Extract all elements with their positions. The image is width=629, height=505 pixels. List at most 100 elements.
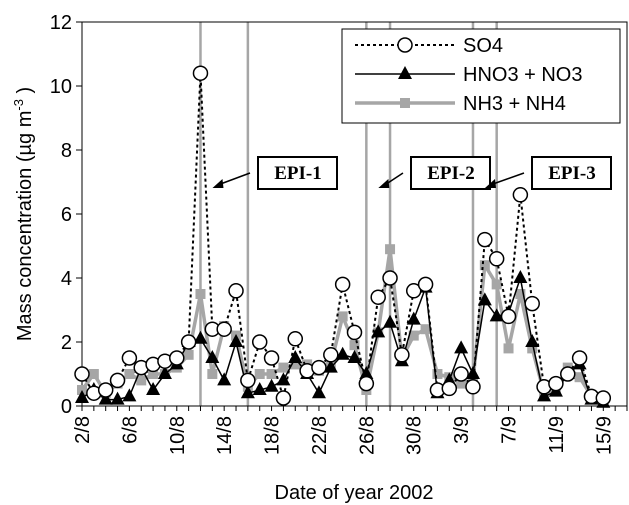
nh3-marker [349, 340, 360, 351]
so4-marker [169, 350, 185, 366]
x-tick-label: 18/8 [262, 416, 284, 455]
legend-item: NH3 + NH4 [355, 93, 566, 115]
annotation-arrowhead [378, 179, 390, 188]
nh3-marker [278, 362, 289, 373]
legend-box [341, 28, 621, 124]
so4-marker [192, 65, 209, 81]
nh3-marker [574, 372, 585, 383]
annotation-label: EPI-1 [274, 163, 322, 184]
legend-label: NH3 + NH4 [463, 93, 566, 115]
nh3-marker [503, 343, 514, 354]
nh3-marker [337, 311, 348, 322]
x-tick-label: 10/8 [167, 416, 189, 455]
y-tick-label: 0 [61, 396, 72, 418]
nh3-marker [290, 359, 301, 370]
so4-marker [512, 187, 529, 203]
legend-label: HNO3 + NO3 [463, 64, 582, 86]
x-tick-label: 2/8 [72, 416, 94, 444]
y-tick-label: 10 [50, 76, 72, 98]
annotation-box [410, 156, 491, 190]
nh3-marker [195, 289, 206, 299]
legend-label: SO4 [463, 35, 503, 57]
annotation-arrowhead [212, 179, 224, 188]
hno3-marker [359, 366, 374, 379]
hno3-marker [398, 66, 412, 79]
so4-marker [405, 283, 422, 299]
hno3-marker [193, 330, 208, 344]
hno3-marker [371, 324, 386, 338]
x-tick-label: 11/9 [546, 416, 568, 453]
so4-marker [275, 390, 292, 406]
hno3-marker [217, 372, 232, 386]
nh3-marker [432, 369, 443, 379]
hno3-marker [465, 366, 480, 379]
x-axis-title: Date of year 2002 [275, 482, 434, 504]
so4-marker [488, 251, 505, 267]
annotation-epi-1: EPI-1 [212, 156, 338, 190]
x-axis: 2/8 6/8 10/8 14/8 18/8 22/8 26/8 30/8 3/9 7/9 11/9… [72, 406, 628, 455]
y-tick-label: 2 [61, 332, 72, 354]
series-dotted-circle [74, 65, 612, 406]
nh3-marker [88, 369, 99, 379]
so4-marker [382, 270, 398, 286]
so4-marker [97, 382, 114, 398]
annotation-arrow [220, 172, 251, 185]
hno3-marker [311, 385, 326, 399]
so4-marker [500, 308, 517, 325]
y-tick-label: 12 [50, 12, 72, 34]
nh3-marker [136, 375, 147, 386]
x-tick-label: 26/8 [356, 416, 378, 455]
so4-marker [571, 350, 588, 366]
so4-marker [441, 380, 458, 397]
hno3-marker [98, 391, 113, 405]
hno3-marker [240, 385, 255, 399]
hno3-marker [454, 340, 469, 354]
so4-marker [560, 366, 576, 382]
so4-marker [524, 295, 540, 312]
nh3-marker [254, 369, 265, 379]
nh3-marker [491, 279, 502, 290]
annotation-epi-2: EPI-2 [378, 156, 491, 190]
so4-marker [287, 331, 304, 347]
series-layer [74, 65, 612, 408]
hno3-marker [323, 359, 338, 373]
x-tick-label: 6/8 [119, 416, 141, 444]
nh3-marker [479, 260, 490, 271]
so4-marker [358, 375, 375, 392]
y-tick-label: 4 [61, 268, 72, 290]
nh3-marker [385, 244, 396, 255]
nh3-marker [124, 369, 135, 379]
nh3-marker [148, 369, 159, 379]
hno3-marker [477, 292, 492, 306]
so4-marker [465, 379, 481, 395]
y-axis: 0 2 4 6 8 10 12 [50, 12, 82, 418]
nh3-marker [207, 369, 218, 379]
annotation-label: EPI-2 [427, 163, 475, 184]
hno3-marker [264, 378, 279, 392]
hno3-marker [489, 308, 504, 322]
so4-marker [240, 372, 256, 389]
nh3-marker [527, 343, 538, 354]
nh3-marker [408, 330, 419, 341]
hno3-marker [276, 372, 291, 386]
so4-marker [548, 375, 564, 392]
hno3-marker [347, 350, 362, 363]
so4-marker [397, 37, 413, 53]
hno3-marker [383, 314, 398, 328]
so4-marker [74, 366, 90, 382]
x-tick-label: 30/8 [404, 416, 426, 455]
so4-marker [477, 231, 493, 248]
hno3-marker [110, 391, 125, 405]
nh3-marker [400, 98, 410, 108]
y-axis-title: Mass concentration (µg m-3 ) [11, 87, 36, 341]
so4-marker [595, 390, 612, 406]
so4-marker [228, 283, 244, 299]
so4-marker [180, 334, 197, 350]
hno3-marker [513, 270, 528, 283]
so4-marker [370, 289, 386, 305]
so4-marker [121, 350, 138, 366]
so4-marker [216, 321, 232, 337]
so4-marker [453, 366, 469, 382]
annotation-box [531, 156, 612, 190]
annotation-arrowhead [484, 179, 496, 188]
